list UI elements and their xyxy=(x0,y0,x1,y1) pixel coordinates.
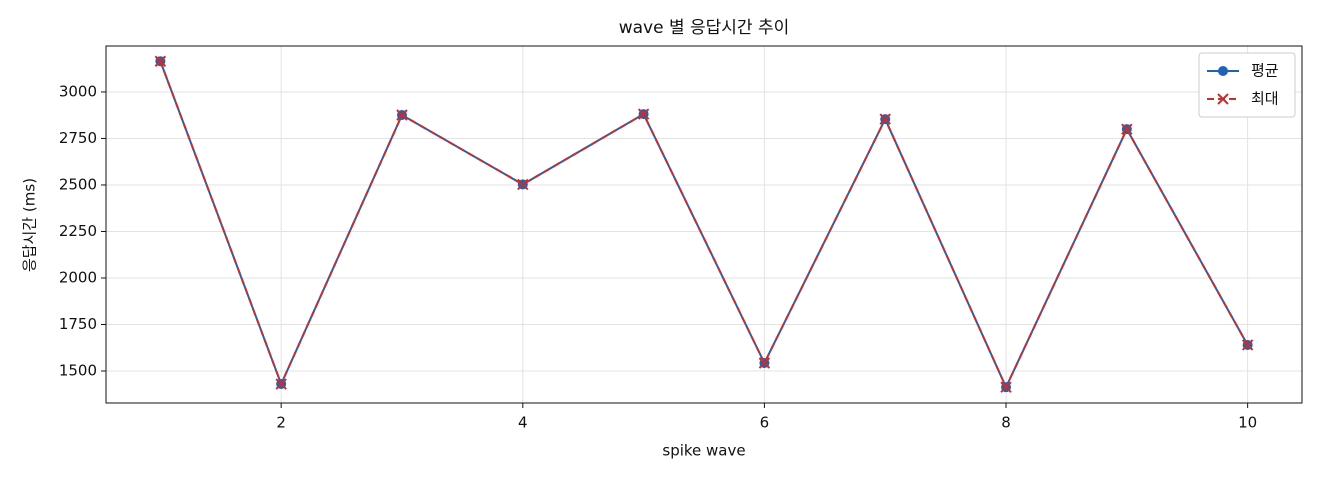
data-point xyxy=(154,55,167,67)
data-point xyxy=(275,378,287,390)
plot-frame xyxy=(105,45,1303,404)
legend-box xyxy=(1198,52,1296,118)
x-axis-label: spike wave xyxy=(662,442,745,460)
x-tick-label: 8 xyxy=(1001,414,1011,432)
data-point xyxy=(517,178,529,191)
x-tick-label: 6 xyxy=(760,414,770,432)
data-point xyxy=(758,357,771,369)
y-axis-label: 응답시간 (ms) xyxy=(21,178,39,272)
y-tick-label: 2250 xyxy=(59,222,97,240)
data-point xyxy=(637,108,650,120)
legend-label: 평균 xyxy=(1251,62,1279,80)
x-tick-label: 4 xyxy=(518,414,528,432)
data-point xyxy=(879,113,891,125)
data-point xyxy=(396,109,408,121)
y-tick-label: 1750 xyxy=(59,315,97,333)
y-tick-label: 2750 xyxy=(59,129,97,147)
legend-marker xyxy=(1218,66,1228,76)
y-tick-label: 2500 xyxy=(59,175,97,193)
y-tick-label: 2000 xyxy=(59,268,97,286)
data-point xyxy=(1241,339,1254,351)
x-tick-label: 2 xyxy=(276,414,286,432)
data-point xyxy=(1121,123,1133,135)
x-tick-label: 10 xyxy=(1238,414,1257,432)
data-point xyxy=(1000,381,1012,393)
legend-label: 최대 xyxy=(1251,90,1279,108)
chart-title: wave 별 응답시간 추이 xyxy=(619,18,790,38)
series-line xyxy=(159,60,1249,390)
y-tick-label: 3000 xyxy=(59,82,97,100)
y-tick-label: 1500 xyxy=(59,362,97,380)
legend-marker xyxy=(1217,93,1229,105)
